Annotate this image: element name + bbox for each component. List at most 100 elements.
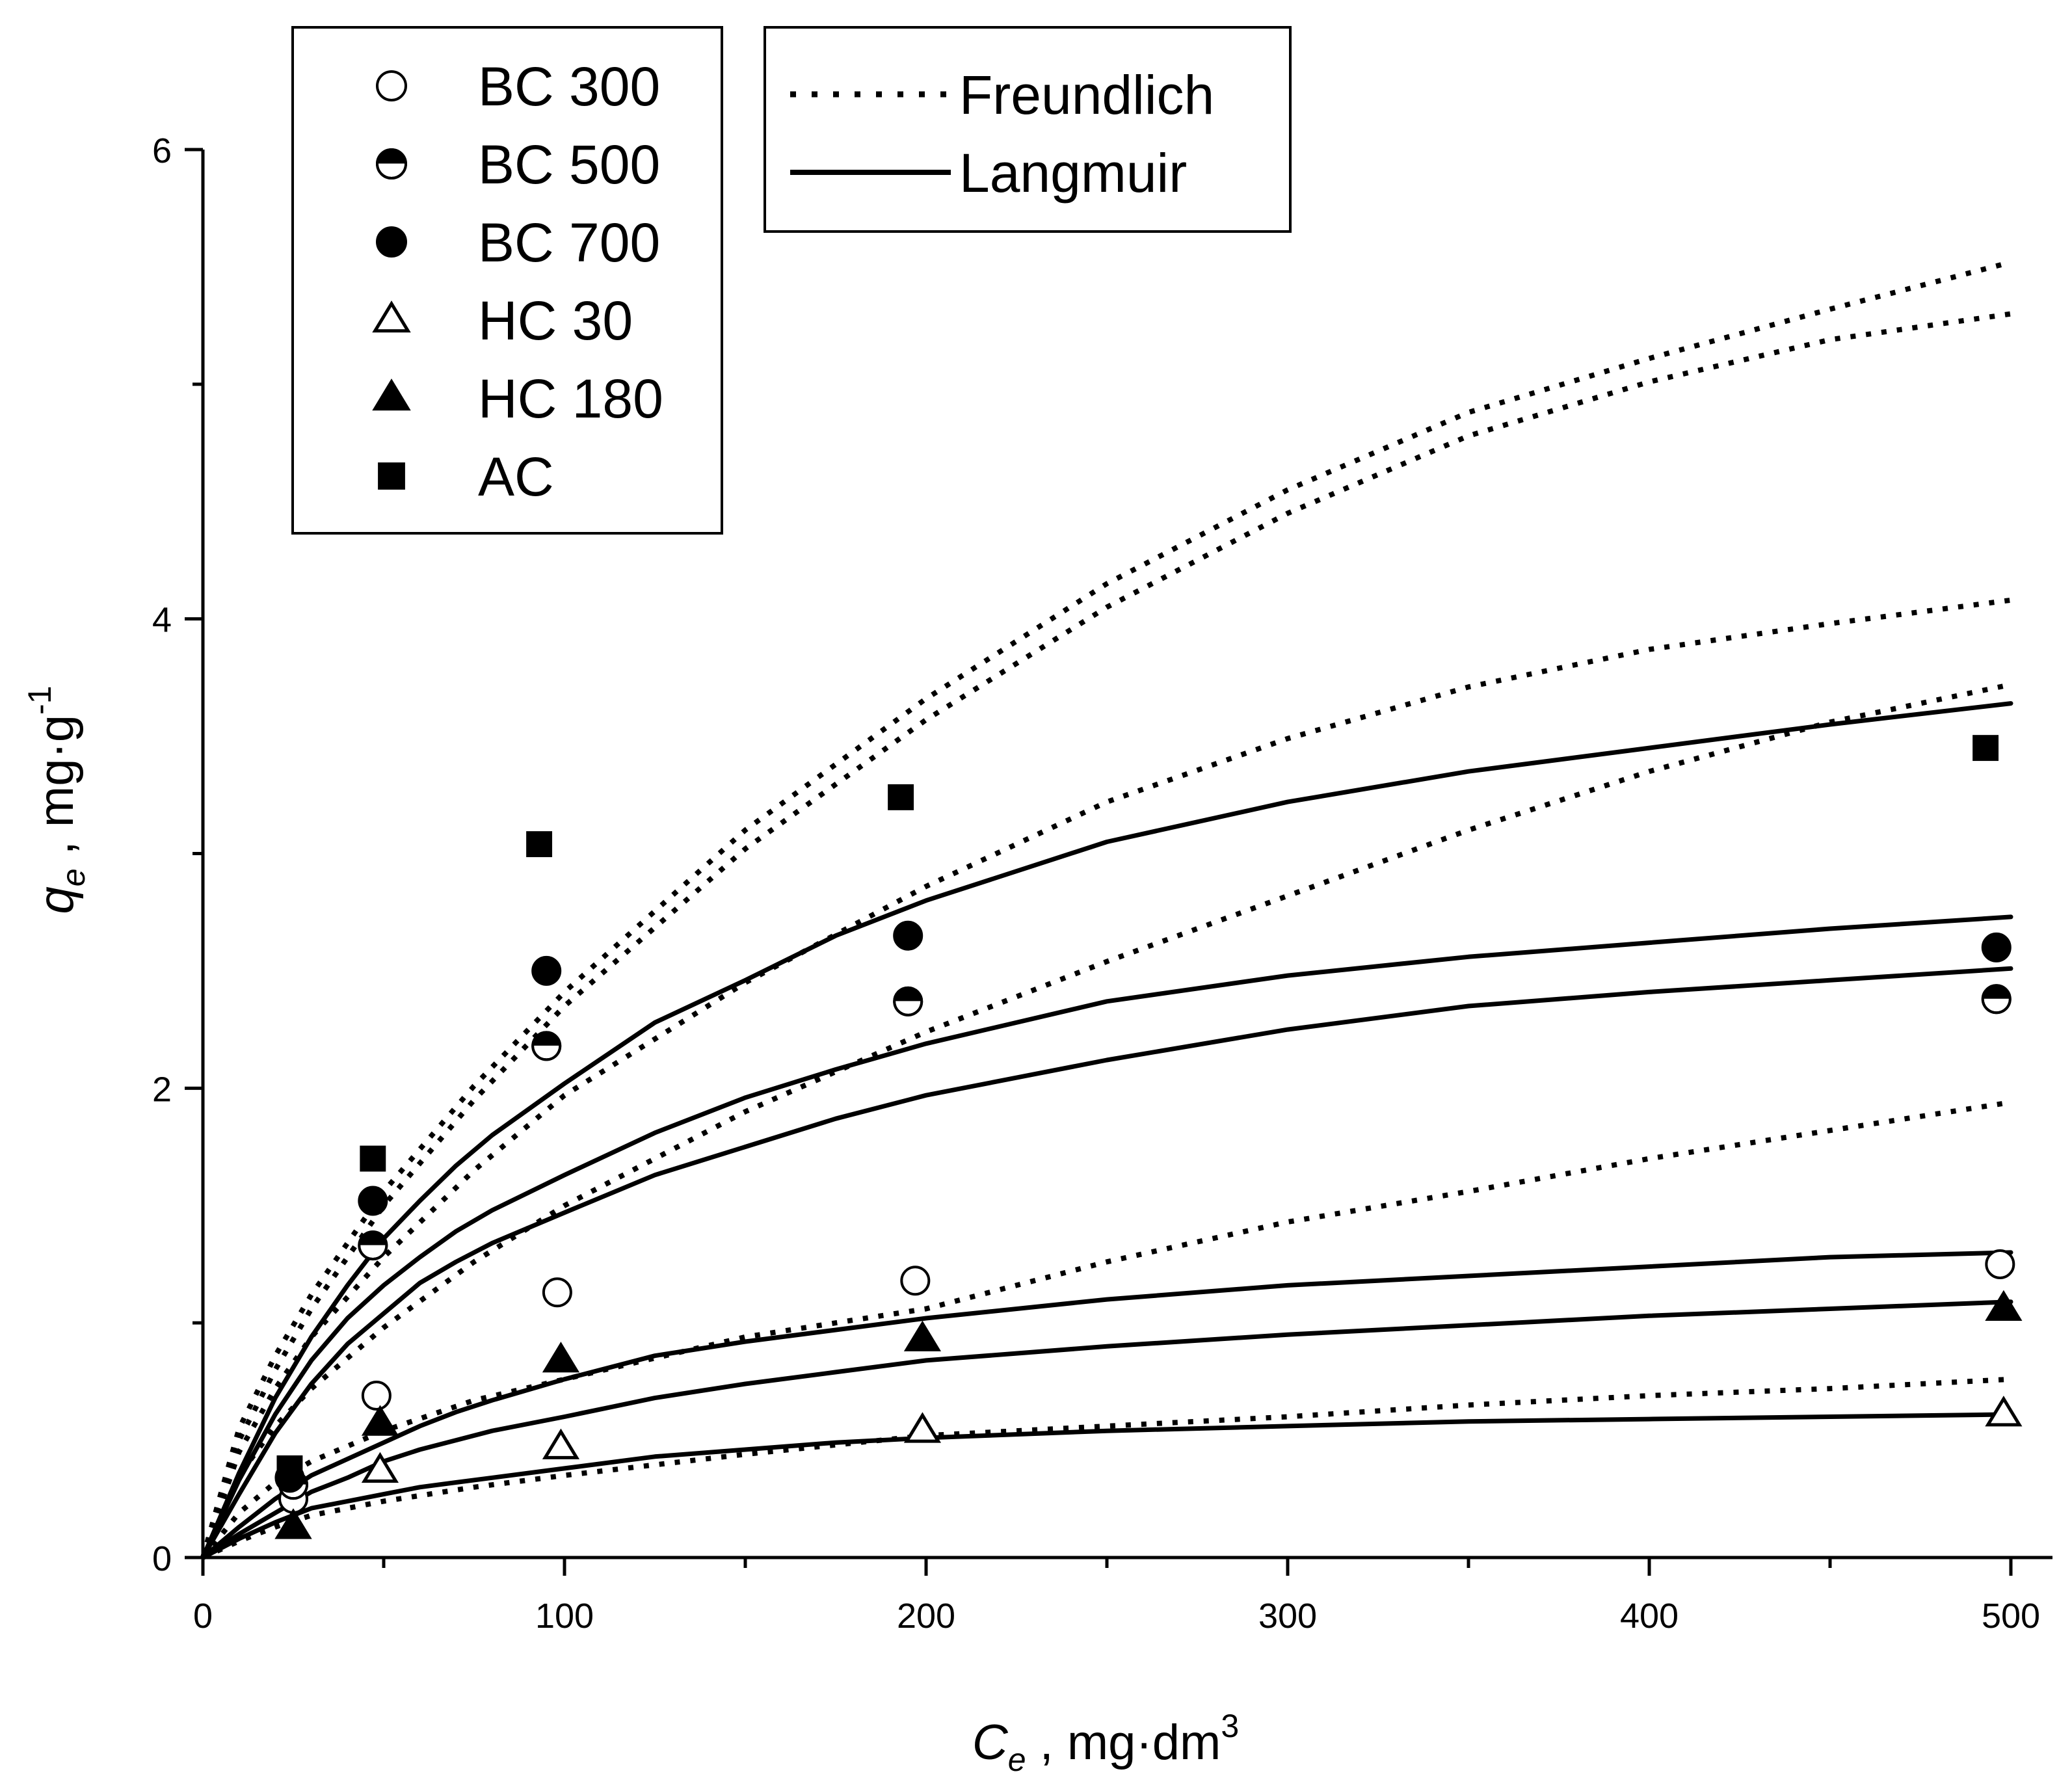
marker-circle-filled bbox=[376, 226, 407, 258]
marker-circle-half-fill bbox=[359, 1232, 387, 1246]
x-tick-label: 500 bbox=[1982, 1597, 2040, 1636]
data-point bbox=[900, 1266, 931, 1296]
legend-marker-ac bbox=[378, 462, 405, 490]
legend-series: BC 300 BC 500 BC 700 HC 30 HC 180 AC bbox=[291, 26, 723, 535]
data-point bbox=[1985, 1396, 2023, 1427]
marker-circle-half-ring bbox=[893, 986, 923, 1016]
legend-label: AC bbox=[478, 446, 554, 507]
x-tick-label: 100 bbox=[535, 1597, 594, 1636]
marker-circle-open bbox=[542, 1277, 572, 1308]
y-tick-label: 6 bbox=[152, 131, 172, 170]
marker-square bbox=[276, 1455, 303, 1481]
legend-marker-bc-300 bbox=[376, 70, 407, 101]
langmuir-fit-curve-8 bbox=[200, 914, 2013, 1560]
langmuir-fit-curve-9 bbox=[200, 966, 2013, 1560]
freundlich-fit-curve-4 bbox=[200, 682, 2012, 1559]
data-point bbox=[893, 920, 923, 951]
x-axis-title: Ce , mg·dm3 bbox=[972, 1708, 1239, 1778]
marker-triangle bbox=[903, 1320, 942, 1351]
legend-label: Langmuir bbox=[959, 142, 1187, 204]
marker-triangle bbox=[372, 300, 411, 333]
y-tick-label: 2 bbox=[152, 1070, 172, 1109]
data-point bbox=[358, 1230, 388, 1261]
marker-square bbox=[888, 784, 914, 810]
series-ac bbox=[276, 735, 1999, 1481]
freundlich-fit-curve-1 bbox=[200, 259, 2012, 1559]
data-point bbox=[1981, 984, 2012, 1015]
marker-circle-filled bbox=[893, 920, 923, 951]
marker-square bbox=[360, 1145, 386, 1172]
axes: 0 100 200 300 400 500 0 2 4 6 bbox=[152, 131, 2052, 1636]
marker-triangle bbox=[1985, 1290, 2023, 1321]
data-point bbox=[360, 1145, 386, 1172]
legend-models: Freundlich Langmuir bbox=[764, 26, 1292, 233]
marker-circle-half-fill bbox=[377, 150, 406, 164]
x-tick-label: 300 bbox=[1258, 1597, 1317, 1636]
legend-label: BC 500 bbox=[478, 134, 660, 195]
data-point bbox=[1985, 1249, 2015, 1279]
series-bc-500 bbox=[278, 984, 2012, 1500]
data-point bbox=[526, 831, 553, 858]
legend-label: Freundlich bbox=[959, 64, 1214, 126]
marker-circle-half-ring bbox=[1981, 984, 2012, 1015]
marker-square bbox=[526, 831, 553, 858]
y-axis-title: qe , mg·g-1 bbox=[21, 685, 92, 914]
series-bc-700 bbox=[274, 920, 2012, 1493]
langmuir-fit-curve-10 bbox=[200, 1250, 2013, 1560]
marker-triangle bbox=[372, 378, 411, 411]
langmuir-fit-curve-12 bbox=[200, 1412, 2013, 1560]
legend-label: BC 300 bbox=[478, 56, 660, 117]
marker-circle-half-fill bbox=[533, 1032, 561, 1046]
langmuir-fit-curve-7 bbox=[200, 701, 2013, 1560]
data-point bbox=[361, 1405, 399, 1436]
legend-label: HC 30 bbox=[478, 290, 633, 351]
data-point bbox=[274, 1508, 312, 1539]
marker-circle-half-fill bbox=[1982, 985, 2010, 1000]
freundlich-fit-curve-2 bbox=[200, 311, 2012, 1559]
data-point bbox=[361, 1452, 399, 1483]
data-point bbox=[358, 1186, 388, 1216]
data-point bbox=[1981, 932, 2012, 962]
data-point bbox=[903, 1320, 942, 1351]
legend-marker-bc-700 bbox=[376, 226, 407, 258]
y-tick-label: 0 bbox=[152, 1539, 172, 1578]
x-tick-label: 0 bbox=[193, 1597, 213, 1636]
data-point bbox=[893, 986, 923, 1016]
marker-square bbox=[1972, 735, 1999, 762]
marker-circle-half-ring bbox=[376, 148, 407, 179]
marker-square bbox=[378, 462, 405, 490]
legend-marker-bc-500 bbox=[376, 148, 407, 179]
marker-circle-open bbox=[376, 70, 407, 101]
series-hc-180 bbox=[274, 1290, 2023, 1539]
x-tick-label: 400 bbox=[1620, 1597, 1679, 1636]
marker-circle-filled bbox=[531, 955, 562, 986]
marker-circle-filled bbox=[1981, 932, 2012, 962]
legend-label: BC 700 bbox=[478, 212, 660, 273]
legend-marker-hc-180 bbox=[372, 378, 411, 411]
legend-models-frame bbox=[764, 26, 1292, 233]
data-point bbox=[1985, 1290, 2023, 1321]
x-tick-label: 200 bbox=[897, 1597, 955, 1636]
marker-triangle bbox=[361, 1452, 399, 1483]
freundlich-fit-curve-3 bbox=[200, 597, 2012, 1559]
data-points bbox=[274, 735, 2023, 1539]
marker-triangle bbox=[274, 1508, 312, 1539]
data-point bbox=[542, 1428, 580, 1459]
data-point bbox=[531, 1031, 562, 1061]
data-point bbox=[542, 1277, 572, 1308]
data-point bbox=[361, 1381, 392, 1411]
marker-circle-half-ring bbox=[358, 1230, 388, 1261]
data-point bbox=[542, 1342, 580, 1373]
data-point bbox=[531, 955, 562, 986]
marker-circle-filled bbox=[358, 1186, 388, 1216]
data-point bbox=[888, 784, 914, 810]
legend-label: HC 180 bbox=[478, 368, 663, 429]
fit-curves bbox=[200, 259, 2013, 1560]
marker-triangle bbox=[1985, 1396, 2023, 1427]
legend-marker-hc-30 bbox=[372, 300, 411, 333]
marker-circle-open bbox=[361, 1381, 392, 1411]
langmuir-fit-curve-11 bbox=[200, 1299, 2013, 1560]
marker-circle-open bbox=[900, 1266, 931, 1296]
series-bc-300 bbox=[278, 1249, 2015, 1514]
